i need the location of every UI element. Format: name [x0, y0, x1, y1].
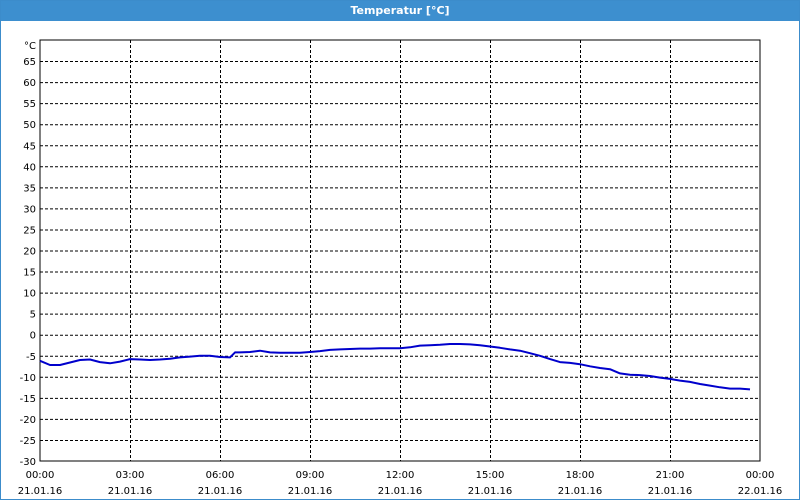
y-tick-label: 40 — [23, 162, 36, 173]
x-tick-time: 21:00 — [656, 470, 685, 481]
y-tick-label: 25 — [23, 225, 36, 236]
y-tick-label: 45 — [23, 141, 36, 152]
y-tick-label: -5 — [26, 352, 36, 363]
x-axis-ticks: 00:00 21.01.16 03:00 21.01.16 06:00 21.01.16 0… — [18, 470, 783, 497]
x-tick-time: 03:00 — [116, 470, 145, 481]
y-tick-label: 0 — [30, 331, 36, 342]
x-tick-time: 12:00 — [386, 470, 415, 481]
grid — [40, 40, 760, 461]
temperature-line — [39, 343, 751, 391]
y-axis-unit: °C — [24, 41, 36, 52]
y-tick-label: 5 — [30, 310, 36, 321]
x-tick-time: 09:00 — [296, 470, 325, 481]
x-tick-date: 21.01.16 — [108, 486, 153, 497]
y-tick-label: 30 — [23, 204, 36, 215]
x-tick-date: 21.01.16 — [468, 486, 513, 497]
y-tick-label: 35 — [23, 183, 36, 194]
y-tick-label: 55 — [23, 99, 36, 110]
y-tick-label: 10 — [23, 289, 36, 300]
x-tick-date: 21.01.16 — [18, 486, 63, 497]
x-tick-date: 21.01.16 — [378, 486, 423, 497]
x-tick-time: 00:00 — [746, 470, 775, 481]
y-tick-label: 50 — [23, 120, 36, 131]
y-tick-label: 65 — [23, 57, 36, 68]
y-tick-label: -10 — [20, 373, 36, 384]
y-axis-ticks: 65605550454035302520151050-5-10-15-20-25… — [20, 57, 36, 468]
x-tick-time: 15:00 — [476, 470, 505, 481]
x-tick-date: 22.01.16 — [738, 486, 783, 497]
y-tick-label: -20 — [20, 415, 36, 426]
y-tick-label: 15 — [23, 268, 36, 279]
x-tick-time: 06:00 — [206, 470, 235, 481]
plot-frame — [39, 39, 761, 462]
x-tick-date: 21.01.16 — [558, 486, 603, 497]
y-tick-label: -25 — [20, 436, 36, 447]
y-tick-label: 60 — [23, 78, 36, 89]
x-tick-time: 18:00 — [566, 470, 595, 481]
x-tick-date: 21.01.16 — [198, 486, 243, 497]
y-tick-label: -15 — [20, 394, 36, 405]
x-tick-time: 00:00 — [26, 470, 55, 481]
x-tick-date: 21.01.16 — [288, 486, 333, 497]
y-tick-label: 20 — [23, 247, 36, 258]
chart-title: Temperatur [°C] — [1, 1, 799, 21]
x-tick-date: 21.01.16 — [648, 486, 693, 497]
y-tick-label: -30 — [20, 457, 36, 468]
